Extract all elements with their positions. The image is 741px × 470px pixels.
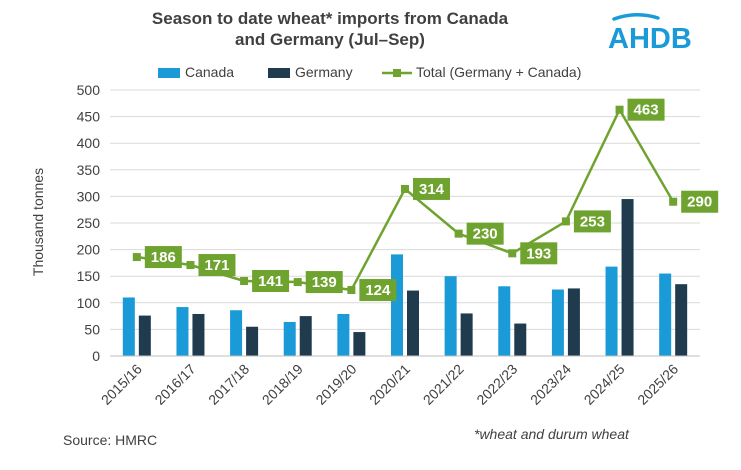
bar-germany: [246, 326, 259, 356]
total-data-label-box: [627, 98, 665, 121]
legend-swatch-total: [382, 69, 412, 77]
bar-canada: [176, 307, 189, 356]
x-tick-label: 2021/22: [420, 361, 467, 408]
total-data-label-box: [413, 177, 450, 200]
bar-canada: [659, 273, 672, 356]
total-marker: [454, 229, 463, 238]
total-data-label-box: [252, 269, 290, 292]
bar-canada: [444, 276, 457, 356]
x-tick-label: 2023/24: [527, 361, 574, 408]
y-tick-label: 200: [77, 242, 101, 258]
bar-canada: [283, 321, 296, 356]
x-tick-label: 2020/21: [366, 361, 413, 408]
x-tick-label: 2024/25: [581, 361, 628, 408]
logo-swoosh-icon: [612, 13, 660, 21]
total-data-label-box: [573, 210, 611, 233]
bar-canada: [122, 297, 135, 356]
total-data-label: 186: [151, 249, 176, 266]
total-marker: [293, 278, 302, 287]
total-data-label: 463: [634, 102, 659, 119]
total-data-label-box: [681, 190, 719, 213]
bar-canada: [337, 313, 350, 356]
footnote: *wheat and durum wheat: [474, 426, 629, 442]
bar-canada: [605, 266, 618, 356]
ahdb-logo: AHDB: [608, 13, 692, 52]
total-marker: [347, 286, 356, 295]
y-tick-label: 0: [92, 348, 100, 364]
x-tick-label: 2015/16: [98, 361, 145, 408]
y-tick-label: 500: [77, 82, 101, 98]
logo-text: AHDB: [608, 23, 692, 52]
y-axis-label: Thousand tonnes: [30, 167, 46, 277]
total-marker: [615, 105, 624, 114]
legend-swatch-germany: [268, 68, 290, 78]
bar-germany: [192, 313, 205, 356]
chart-title: Season to date wheat* imports from Canad…: [100, 8, 560, 50]
total-data-label-box: [305, 271, 343, 294]
y-tick-label: 350: [77, 162, 101, 178]
total-data-label: 193: [526, 245, 551, 262]
total-marker: [669, 197, 678, 206]
total-data-label-box: [144, 246, 182, 269]
bar-canada: [391, 254, 403, 356]
total-data-label: 230: [473, 226, 498, 243]
legend-label-germany: Germany: [295, 64, 353, 80]
x-tick-label: 2018/19: [259, 361, 306, 408]
legend-swatch-canada: [158, 68, 180, 78]
bar-canada: [230, 310, 243, 356]
total-marker: [186, 261, 195, 270]
chart-title-line-1: Season to date wheat* imports from Canad…: [151, 9, 509, 28]
bar-germany: [675, 284, 688, 356]
bar-germany: [621, 199, 634, 356]
y-tick-label: 300: [77, 188, 101, 204]
total-marker: [508, 249, 517, 258]
total-data-label-box: [198, 254, 236, 277]
bar-germany: [514, 323, 527, 356]
bar-germany: [567, 288, 580, 356]
total-marker: [240, 276, 249, 285]
y-tick-label: 450: [77, 109, 101, 125]
x-tick-label: 2017/18: [205, 361, 252, 408]
bar-germany: [299, 316, 312, 356]
legend-label-canada: Canada: [185, 64, 235, 80]
bar-canada: [498, 286, 511, 356]
y-tick-label: 50: [84, 321, 100, 337]
y-tick-label: 150: [77, 268, 101, 284]
legend-label-total: Total (Germany + Canada): [416, 64, 582, 80]
total-data-label: 124: [365, 282, 391, 299]
total-data-label-box: [520, 242, 558, 265]
bar-germany: [138, 315, 151, 356]
total-data-label-box: [359, 279, 397, 302]
x-tick-label: 2022/23: [473, 361, 520, 408]
x-tick-label: 2019/20: [312, 361, 359, 408]
total-marker: [561, 217, 570, 226]
total-marker: [401, 184, 409, 193]
total-data-label: 253: [580, 213, 605, 230]
x-tick-label: 2025/26: [634, 361, 681, 408]
bar-canada: [551, 289, 564, 356]
x-tick-label: 2016/17: [151, 361, 198, 408]
y-tick-label: 400: [77, 135, 101, 151]
total-data-label: 290: [687, 194, 712, 211]
total-data-label: 141: [258, 273, 283, 290]
y-tick-label: 250: [77, 215, 101, 231]
total-data-label: 314: [419, 181, 445, 198]
total-marker: [132, 253, 141, 262]
total-data-label: 139: [312, 274, 337, 291]
chart-title-line-2: and Germany (Jul–Sep): [235, 30, 425, 49]
total-data-label-box: [466, 222, 504, 245]
bar-germany: [407, 290, 419, 356]
y-tick-label: 100: [77, 295, 101, 311]
bar-germany: [353, 332, 366, 356]
bar-germany: [460, 313, 473, 356]
total-data-label: 171: [204, 257, 229, 274]
source-note: Source: HMRC: [63, 432, 158, 448]
